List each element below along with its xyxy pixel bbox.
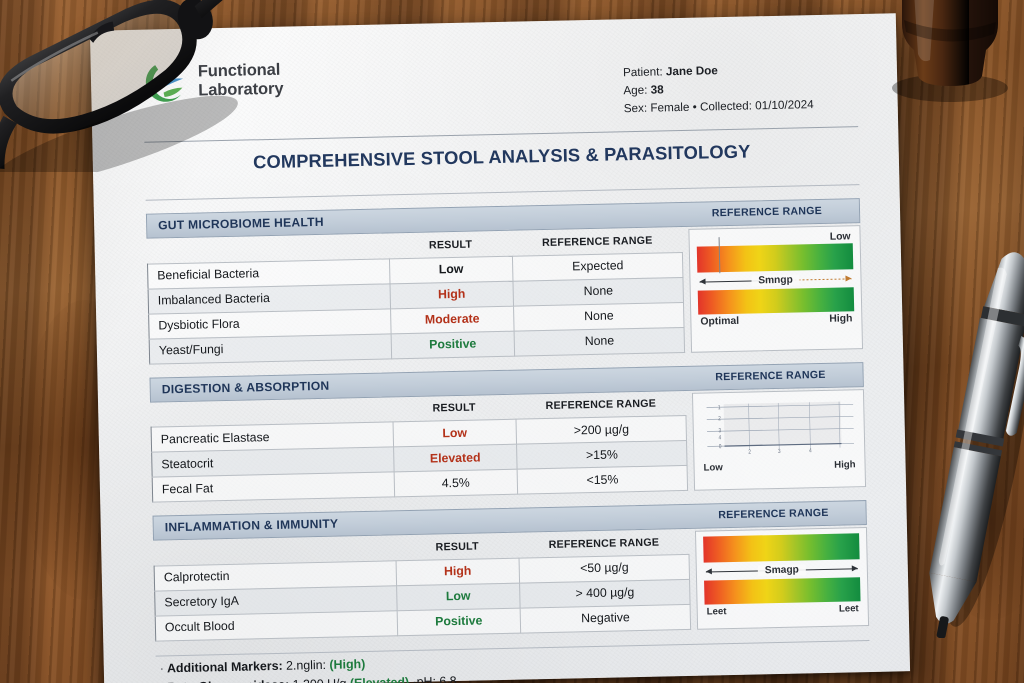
gauge-center-label: Smngp xyxy=(751,274,800,287)
reference-value: <15% xyxy=(517,465,688,495)
note-label: Additional Markers: xyxy=(166,658,283,676)
reference-value: >15% xyxy=(516,440,688,470)
col-reference: REFERENCE RANGE xyxy=(545,397,657,413)
col-result: RESULT xyxy=(435,540,479,554)
gauge-top-label: Low xyxy=(829,231,851,244)
gauge-left-label: Optimal xyxy=(700,316,740,328)
title-divider xyxy=(145,184,860,202)
svg-text:3: 3 xyxy=(718,428,721,435)
result-value: 4.5% xyxy=(441,475,470,491)
patient-info-block: Patient: Jane Doe Age: 38 Sex: Female • … xyxy=(623,60,814,117)
analyte-name: Fecal Fat xyxy=(152,472,395,503)
reference-value: Expected xyxy=(512,252,683,282)
section-inflammation-immunity: INFLAMMATION & IMMUNITY REFERENCE RANGE … xyxy=(152,500,870,641)
reference-value: <50 µg/g xyxy=(519,554,690,583)
section-reference-range-header: REFERENCE RANGE xyxy=(718,507,829,522)
reference-range-plot-panel: 1 2 3 4 0 2 3 4 Low xyxy=(691,388,867,492)
reference-range-gauge-panel: Smagp Leet Leet xyxy=(694,527,870,630)
note-value: 2.nglin: xyxy=(282,657,327,673)
bullet-separator: • xyxy=(692,100,697,114)
note-value: 1,200 U/g xyxy=(289,676,347,683)
results-table: RESULT REFERENCE RANGE Calprotectin High… xyxy=(153,529,691,641)
plot-left-label: Low xyxy=(703,462,723,474)
col-result: RESULT xyxy=(432,401,476,415)
analyte-name: Occult Blood xyxy=(155,610,398,641)
gauge-right-label: Leet xyxy=(838,603,859,616)
result-value: Elevated xyxy=(429,450,481,466)
section-title: INFLAMMATION & IMMUNITY xyxy=(164,516,339,535)
note-bullet: · xyxy=(159,661,165,676)
gauge-range-indicator: Smngp xyxy=(697,271,853,290)
patient-name-value: Jane Doe xyxy=(665,64,718,79)
gauge-range-indicator: Smagp xyxy=(704,561,860,580)
collected-label: Collected: xyxy=(699,99,753,114)
results-table: RESULT REFERENCE RANGE Pancreatic Elasta… xyxy=(150,391,688,503)
reference-range-gauge-panel: Low Smngp Optimal High xyxy=(688,225,864,353)
svg-text:4: 4 xyxy=(809,448,812,455)
result-value: Moderate xyxy=(424,311,480,327)
section-reference-range-header: REFERENCE RANGE xyxy=(715,368,826,384)
mini-reference-plot: 1 2 3 4 0 2 3 4 xyxy=(706,401,854,456)
gauge-gradient-bar-top xyxy=(696,237,854,274)
patient-sex-label: Sex: xyxy=(623,101,648,115)
col-reference: REFERENCE RANGE xyxy=(541,234,653,249)
gauge-gradient-bar-bottom xyxy=(697,287,855,316)
reference-value: None xyxy=(513,277,684,307)
reference-value: > 400 µg/g xyxy=(519,579,691,608)
svg-text:3: 3 xyxy=(778,448,781,455)
patient-age-value: 38 xyxy=(650,83,664,97)
gauge-center-label: Smagp xyxy=(757,564,806,577)
section-reference-range-header: REFERENCE RANGE xyxy=(711,205,823,220)
gauge-right-label: High xyxy=(829,313,853,326)
svg-text:2: 2 xyxy=(748,449,751,456)
result-value: High xyxy=(443,564,472,579)
section-title: DIGESTION & ABSORPTION xyxy=(161,378,330,397)
svg-text:1: 1 xyxy=(718,405,721,412)
section-digestion-absorption: DIGESTION & ABSORPTION REFERENCE RANGE R… xyxy=(149,361,867,503)
col-result: RESULT xyxy=(428,238,473,252)
amber-sample-bottle xyxy=(892,0,1008,102)
result-value: Positive xyxy=(435,613,483,629)
note-label: Beta-Glucuronidase: xyxy=(167,678,289,683)
patient-name-label: Patient: xyxy=(622,65,663,80)
svg-text:4: 4 xyxy=(719,435,722,442)
result-value: Low xyxy=(442,425,468,441)
note-flag: (Elevated) xyxy=(346,674,410,683)
patient-age-label: Age: xyxy=(623,83,648,98)
results-table: RESULT REFERENCE RANGE Beneficial Bacter… xyxy=(146,227,685,364)
silver-pen xyxy=(929,252,1024,638)
section-title: GUT MICROBIOME HEALTH xyxy=(158,215,324,233)
reference-value: >200 µg/g xyxy=(516,415,687,445)
result-value: Low xyxy=(438,262,464,277)
plot-right-label: High xyxy=(834,459,856,471)
collected-value: 01/10/2024 xyxy=(755,97,814,112)
reference-value: None xyxy=(514,327,685,357)
result-value: High xyxy=(437,287,466,302)
svg-text:2: 2 xyxy=(718,416,721,423)
reference-value: None xyxy=(513,302,685,332)
result-value: Positive xyxy=(429,336,477,352)
reference-value: Negative xyxy=(520,604,691,633)
patient-sex-value: Female xyxy=(650,100,690,115)
gauge-gradient-bar-top xyxy=(703,533,860,563)
section-gut-microbiome-health: GUT MICROBIOME HEALTH REFERENCE RANGE RE… xyxy=(145,198,864,364)
additional-notes: ·Additional Markers: 2.nglin: (High) ·Be… xyxy=(155,639,871,683)
result-value: Low xyxy=(445,589,471,604)
analyte-name: Yeast/Fungi xyxy=(149,333,392,364)
note-flag: (High) xyxy=(325,656,366,672)
eyeglasses xyxy=(0,0,258,172)
col-reference: REFERENCE RANGE xyxy=(548,536,660,551)
gauge-gradient-bar-bottom xyxy=(704,577,861,605)
note-extra: ·pH: 6.8 xyxy=(408,673,457,683)
svg-text:0: 0 xyxy=(719,444,722,451)
patient-sex-collected-line: Sex: Female • Collected: 01/10/2024 xyxy=(624,96,814,118)
gauge-left-label: Leet xyxy=(706,606,727,618)
